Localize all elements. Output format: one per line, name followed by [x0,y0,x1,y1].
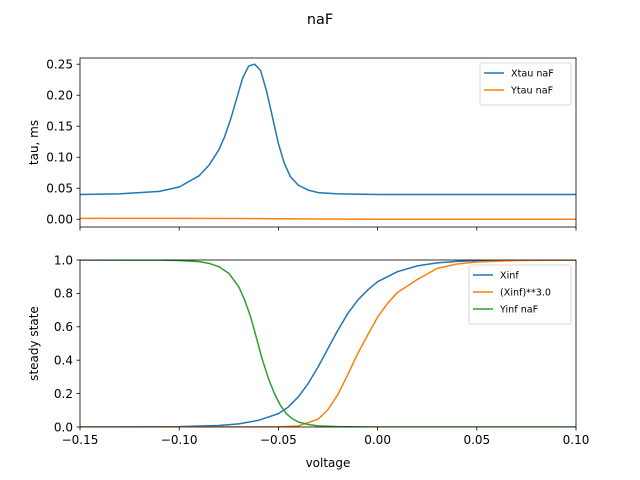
x-tick-label: 0.05 [463,433,490,447]
figure-title: naF [307,12,333,28]
x-tick-label: −0.10 [161,433,198,447]
y-tick-label: 0.4 [54,354,73,368]
x-tick-label: 0.10 [563,433,590,447]
legend-label-yinf-naf: Yinf naF [499,305,538,316]
axes-frame [79,259,577,428]
legend: Xinf (Xinf)**3.0 Yinf naF [468,264,572,325]
legend-label-ytau-naf: Ytau naF [510,86,553,97]
y-tick-label: 1.0 [54,253,73,267]
legend-label-xinf: Xinf [500,271,519,282]
x-tick-label: −0.15 [62,433,99,447]
x-tick-label: −0.05 [260,433,297,447]
legend-label-xtau-naf: Xtau naF [511,69,554,80]
y-axis-label: tau, ms [27,120,41,165]
tau-subplot: 0.00 0.05 0.10 0.15 0.20 0.25 tau, ms Xtau naF Y… [27,57,577,231]
series-line-xinf [80,260,576,427]
y-tick-label: 0.25 [46,58,73,72]
x-axis-label: voltage [306,456,351,470]
series-line-xtau-naf [80,63,576,196]
legend-box [468,264,572,325]
legend: Xtau naF Ytau naF [479,62,572,106]
y-tick-label: 0.8 [54,287,73,301]
y-tick-label: 0.00 [46,213,73,227]
series-line-ytau-naf [80,217,576,220]
axes-frame [79,57,577,228]
y-axis-label: steady state [27,306,41,381]
series-line-yinf-naf [80,260,576,427]
y-tick-label: 0.2 [54,387,73,401]
steady-state-subplot: −0.15 −0.10 −0.05 0.00 0.05 0.10 0.0 0.2 0.4 0.6 0… [27,253,589,470]
y-tick-label: 0.10 [46,151,73,165]
y-tick-label: 0.15 [46,120,73,134]
y-tick-label: 0.6 [54,320,73,334]
y-tick-label: 0.20 [46,89,73,103]
y-tick-label: 0.05 [46,182,73,196]
legend-label-xinf-3-0: (Xinf)**3.0 [500,288,551,299]
series-line-xinf-3-0 [80,260,576,427]
y-tick-label: 0.0 [54,420,73,434]
x-tick-label: 0.00 [364,433,391,447]
